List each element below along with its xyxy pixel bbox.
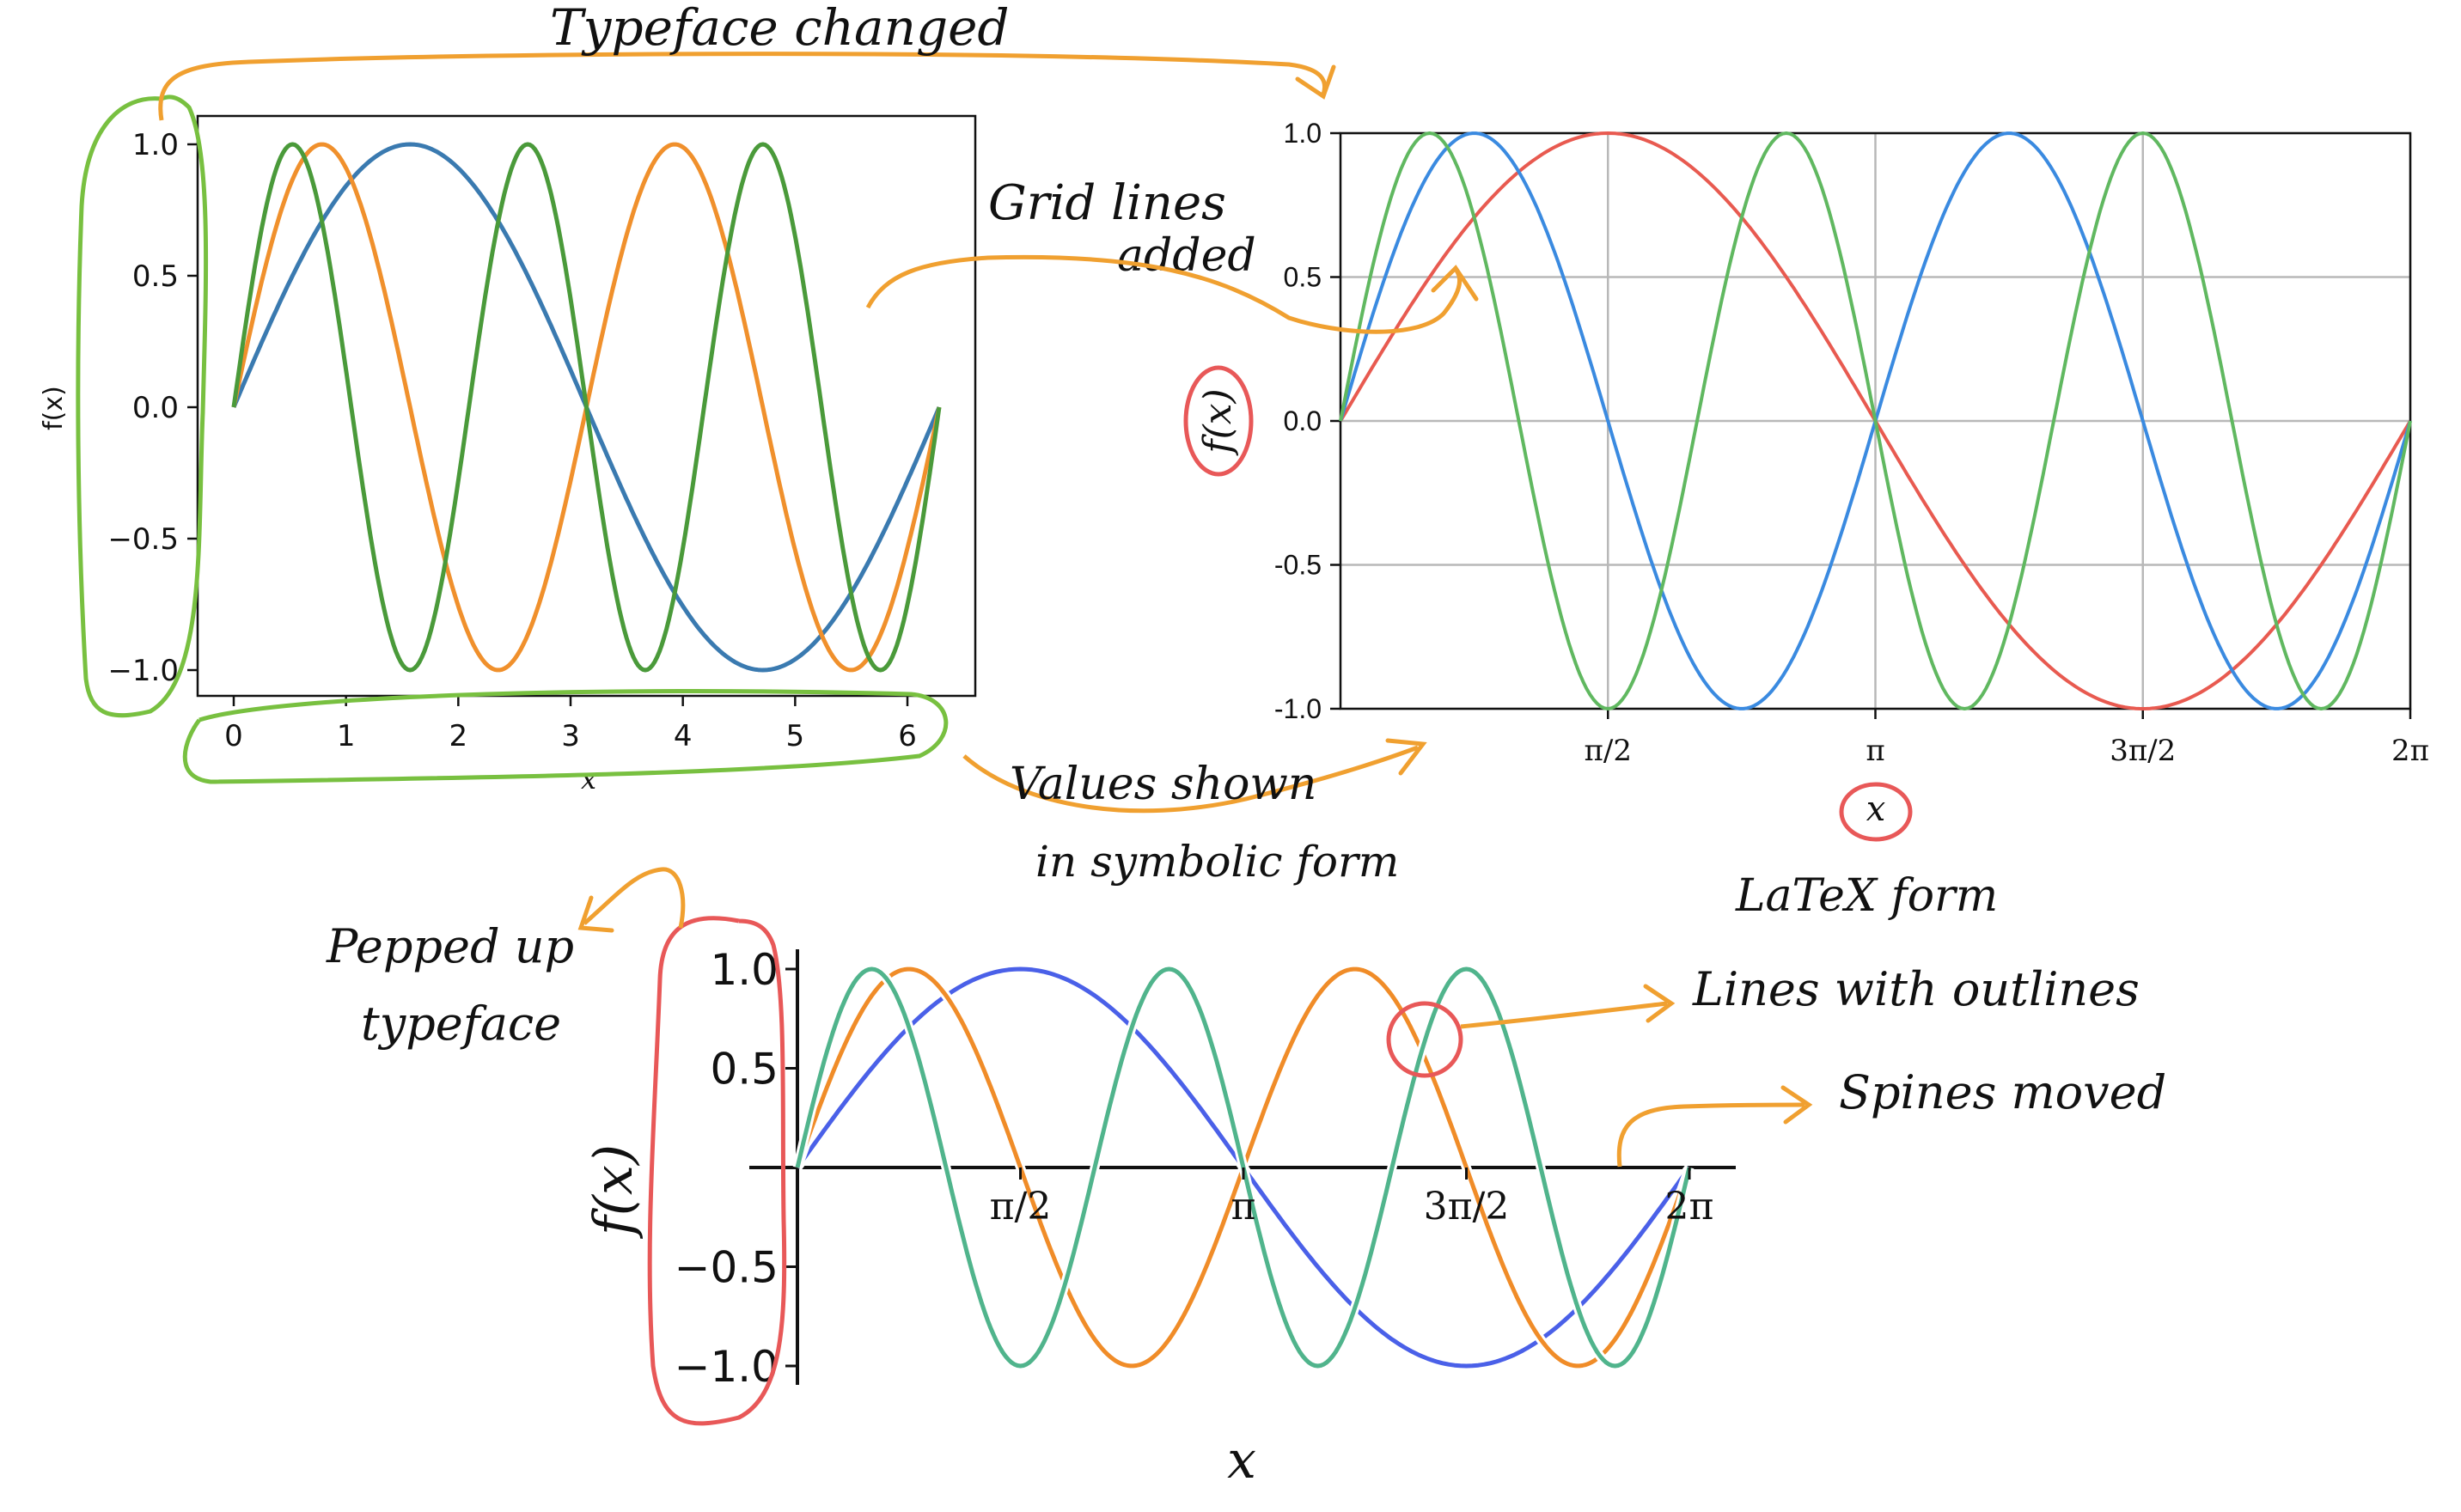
chart2-xlabel: x bbox=[1866, 790, 1886, 829]
orange-arrow-outlines bbox=[1460, 1001, 1668, 1029]
chart-default-style: 0 1 2 3 4 5 6 1.0 0.5 0.0 −0.5 −1.0 x f(x) bbox=[39, 114, 977, 796]
orange-arrow-spines bbox=[1616, 1102, 1805, 1168]
chart1-xtick-label: 0 bbox=[224, 719, 243, 753]
chart-grid-style: π/2 π 3π/2 2π 1.0 0.5 0.0 -0.5 -1.0 x f(x) bbox=[1196, 118, 2429, 829]
arrowhead-spines bbox=[1780, 1085, 1813, 1125]
chart3-ytick-label: −0.5 bbox=[675, 1243, 779, 1293]
text-lines-outlines: Lines with outlines bbox=[1692, 962, 2140, 1016]
chart3-xlabel: x bbox=[1227, 1430, 1256, 1491]
red-bracket-yticks bbox=[647, 916, 787, 1426]
chart1-xtick-label: 5 bbox=[786, 719, 805, 753]
orange-arrow-pepped bbox=[583, 867, 686, 929]
chart3-ticks: π/2 π 3π/2 2π 1.0 0.5 −0.5 −1.0 bbox=[675, 945, 1714, 1392]
chart3-ytick-label: −1.0 bbox=[675, 1342, 779, 1392]
red-circle-xlabel bbox=[1839, 782, 1913, 842]
arrowhead-typeface bbox=[1295, 64, 1336, 100]
chart1-ytick-label: −1.0 bbox=[107, 654, 179, 688]
annotation-values-symbolic: Values shown in symbolic form bbox=[962, 738, 1427, 887]
chart3-xtick-label: π/2 bbox=[990, 1185, 1052, 1228]
chart2-ytick-label: 0.0 bbox=[1284, 405, 1322, 436]
chart1-ytick-label: −0.5 bbox=[107, 522, 179, 557]
chart2-ylabel: f(x) bbox=[1196, 388, 1240, 455]
series-line-2 bbox=[231, 142, 942, 673]
chart1-xtick-label: 6 bbox=[898, 719, 917, 753]
chart2-ytick-label: 1.0 bbox=[1284, 118, 1322, 149]
chart-centered-spines: π/2 π 3π/2 2π 1.0 0.5 −0.5 −1.0 x f(x) bbox=[582, 945, 1736, 1491]
chart1-xtick-label: 3 bbox=[561, 719, 580, 753]
red-circle-ylabel bbox=[1183, 365, 1254, 477]
arrowhead-values bbox=[1385, 738, 1427, 776]
chart2-xtick-label: 2π bbox=[2391, 734, 2429, 768]
text-grid-lines: Grid lines bbox=[988, 175, 1226, 231]
chart3-xtick-label: 3π/2 bbox=[1424, 1185, 1510, 1228]
arrowhead-pepped bbox=[577, 895, 614, 933]
chart2-ytick-label: -1.0 bbox=[1274, 693, 1322, 724]
chart3-ylabel: f(x) bbox=[582, 1144, 644, 1239]
text-latex-form: LaTeX form bbox=[1735, 870, 1998, 922]
chart2-xtick-label: 3π/2 bbox=[2110, 734, 2176, 768]
chart2-series bbox=[1339, 131, 2412, 710]
series-line-2 bbox=[1339, 131, 2412, 710]
chart2-ytick-label: 0.5 bbox=[1284, 262, 1322, 293]
annotation-typeface-changed: Typeface changed bbox=[76, 0, 1336, 784]
text-symbolic-form: in symbolic form bbox=[1035, 837, 1399, 887]
text-pepped-up: Pepped up bbox=[326, 919, 574, 973]
chart2-ticks: π/2 π 3π/2 2π 1.0 0.5 0.0 -0.5 -1.0 bbox=[1274, 118, 2429, 768]
red-circle-outline bbox=[1386, 1001, 1463, 1078]
chart1-frame bbox=[196, 114, 977, 698]
chart1-xtick-label: 1 bbox=[337, 719, 356, 753]
annotation-spines-moved: Spines moved bbox=[1616, 1065, 2166, 1168]
chart3-xtick-label: 2π bbox=[1665, 1185, 1714, 1228]
text-spines-moved: Spines moved bbox=[1839, 1065, 2166, 1119]
chart3-ytick-label: 0.5 bbox=[710, 1045, 779, 1094]
chart1-xlabel: x bbox=[581, 763, 596, 796]
chart2-xtick-label: π/2 bbox=[1585, 734, 1632, 768]
text-typeface-changed: Typeface changed bbox=[550, 0, 1010, 57]
chart3-xtick-label: π bbox=[1231, 1185, 1256, 1228]
chart1-ytick-label: 0.5 bbox=[132, 259, 179, 294]
annotation-grid-lines: Grid lines added bbox=[865, 175, 1479, 334]
chart1-xtick-label: 4 bbox=[674, 719, 693, 753]
orange-arrow-typeface bbox=[158, 52, 1328, 121]
arrowhead-outlines bbox=[1643, 984, 1676, 1023]
arrowhead-grid bbox=[1431, 265, 1479, 302]
chart1-xtick-label: 2 bbox=[449, 719, 468, 753]
annotation-outlines: Lines with outlines bbox=[1386, 962, 2140, 1078]
annotation-latex-form: LaTeX form bbox=[1183, 365, 1998, 922]
chart1-series bbox=[231, 142, 942, 673]
text-values-shown: Values shown bbox=[1010, 759, 1316, 810]
orange-arrow-grid bbox=[865, 254, 1463, 334]
annotation-pepped-typeface: Pepped up typeface bbox=[326, 867, 787, 1426]
chart3-ytick-label: 1.0 bbox=[710, 945, 779, 995]
chart2-ytick-label: -0.5 bbox=[1274, 550, 1322, 581]
chart1-ticks: 0 1 2 3 4 5 6 1.0 0.5 0.0 −0.5 −1.0 bbox=[107, 128, 916, 753]
orange-arrow-values bbox=[962, 745, 1419, 814]
chart1-ytick-label: 0.0 bbox=[132, 391, 179, 425]
chart1-ytick-label: 1.0 bbox=[132, 128, 179, 162]
text-typeface: typeface bbox=[361, 997, 561, 1051]
chart1-ylabel: f(x) bbox=[39, 386, 69, 430]
chart2-xtick-label: π bbox=[1866, 734, 1884, 768]
green-loop-xticks bbox=[182, 689, 949, 784]
green-bracket-yticks bbox=[76, 94, 209, 718]
